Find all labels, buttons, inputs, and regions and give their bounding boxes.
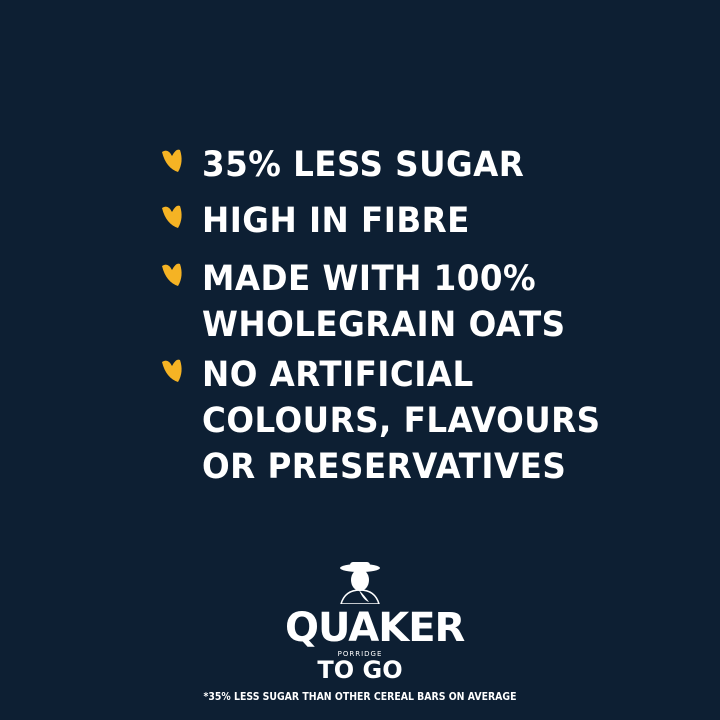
oat-grain-icon	[162, 263, 182, 286]
footnote: *35% LESS SUGAR THAN OTHER CEREAL BARS O…	[203, 690, 517, 703]
brand-name: QUAKER	[285, 605, 465, 651]
product-name: TO GO	[317, 656, 403, 684]
benefit-item: 35% LESS SUGAR	[158, 142, 549, 188]
benefit-item: NO ARTIFICIAL COLOURS, FLAVOURS OR PRESE…	[158, 352, 631, 490]
oat-grain-icon	[162, 359, 182, 382]
benefit-text: HIGH IN FIBRE	[202, 201, 470, 241]
benefit-text: MADE WITH 100% WHOLEGRAIN OATS	[202, 259, 566, 345]
oat-grain-icon	[162, 149, 182, 172]
quaker-man-icon	[340, 562, 380, 605]
oat-grain-icon	[162, 205, 182, 228]
benefit-text: NO ARTIFICIAL COLOURS, FLAVOURS OR PRESE…	[202, 355, 601, 487]
benefit-text: 35% LESS SUGAR	[202, 145, 525, 185]
benefit-item: HIGH IN FIBRE	[158, 198, 490, 244]
brand-sub: PORRIDGE	[337, 650, 383, 658]
benefit-item: MADE WITH 100% WHOLEGRAIN OATS	[158, 256, 593, 348]
quaker-logo: QUAKER PORRIDGE TO GO	[285, 560, 465, 684]
